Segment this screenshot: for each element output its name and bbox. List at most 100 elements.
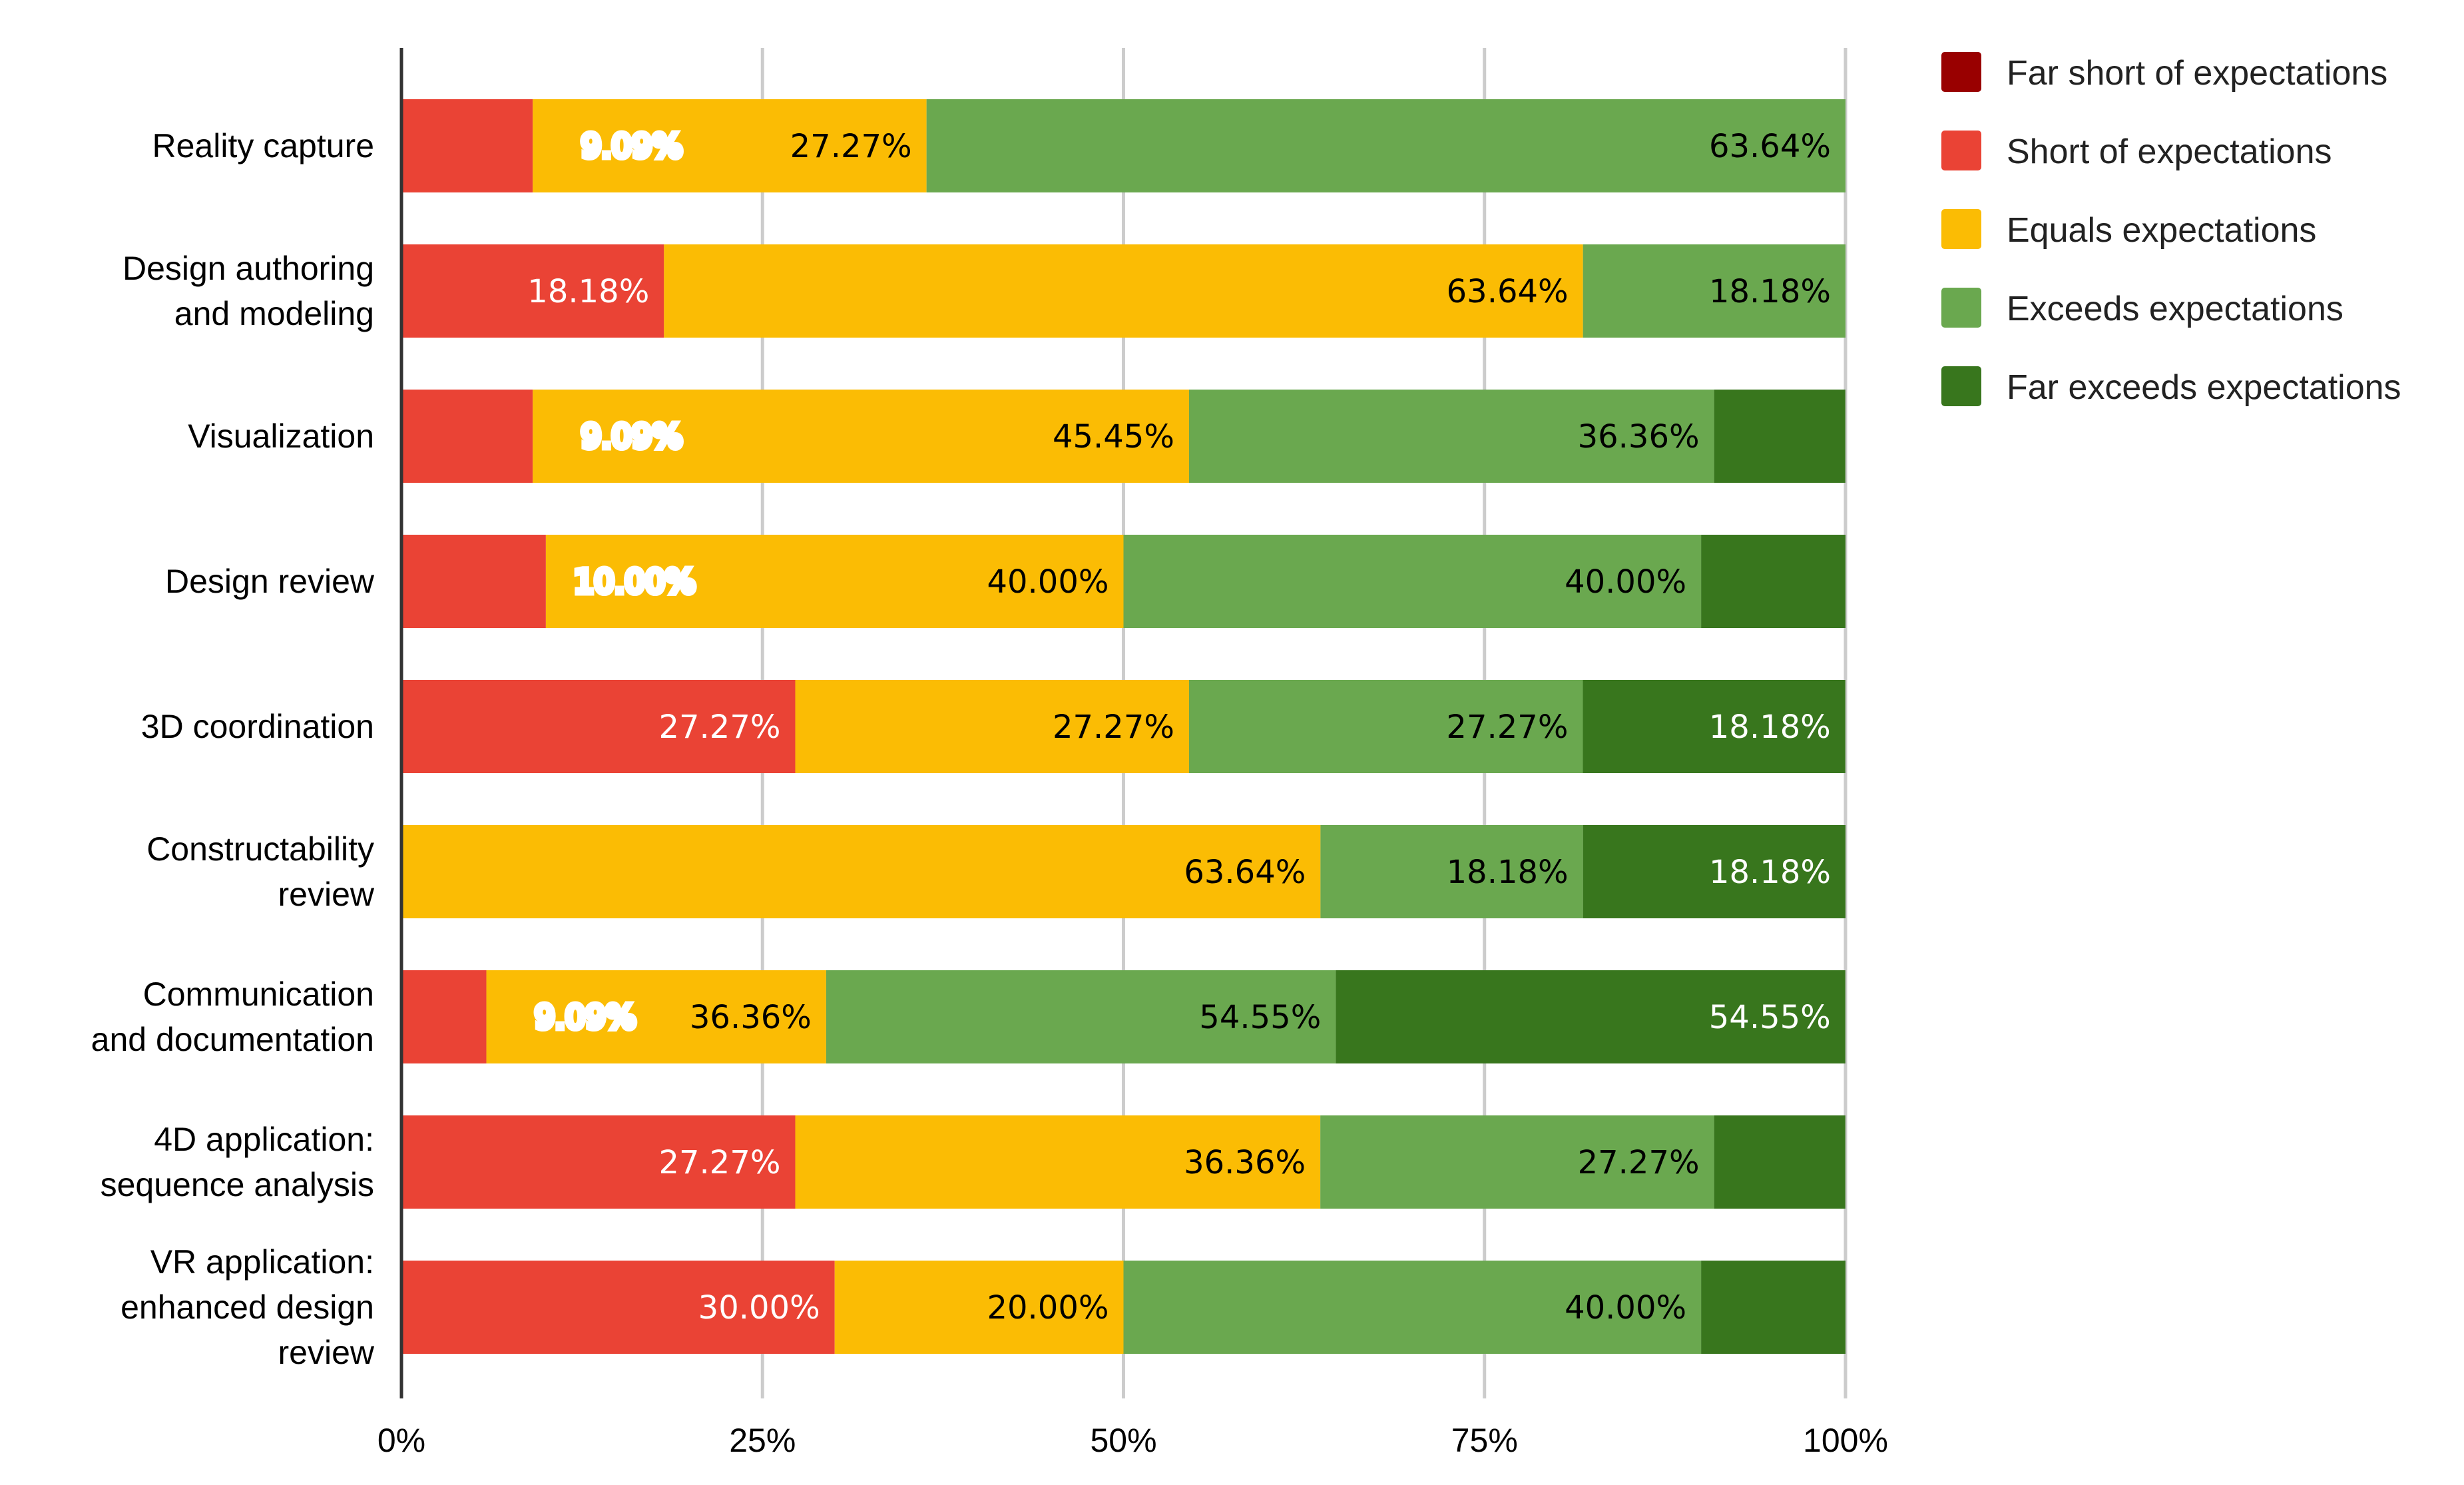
data-label-exceeds-expectations-9: 40.00% (1565, 1289, 1686, 1327)
bar-equals-expectations-3 (533, 390, 1189, 483)
legend-label-far-short-of-expectations: Far short of expectations (2007, 54, 2387, 93)
legend-swatch-far-exceeds-expectations (1941, 366, 1981, 406)
data-label-equals-expectations-7: 36.36% (690, 999, 812, 1036)
category-label-9: VR application: (150, 1243, 374, 1281)
bar-exceeds-expectations-2 (1583, 244, 1846, 338)
data-label-short-of-expectations-7: 9.09% (535, 999, 636, 1036)
bar-short-of-expectations-7 (401, 970, 487, 1063)
bar-equals-expectations-7 (486, 970, 826, 1063)
bar-equals-expectations-1 (533, 99, 927, 192)
category-label-7: and documentation (91, 1021, 374, 1058)
data-label-equals-expectations-8: 36.36% (1184, 1144, 1306, 1181)
bars (401, 99, 1846, 1354)
x-tick-label: 75% (1451, 1422, 1518, 1459)
category-label-6: Constructability (146, 830, 374, 868)
bar-far-exceeds-expectations-6 (1583, 825, 1846, 918)
data-label-exceeds-expectations-1: 63.64% (1709, 128, 1831, 165)
data-label-equals-expectations-1: 27.27% (790, 128, 912, 165)
category-label-6: review (278, 876, 375, 913)
category-label-8: 4D application: (154, 1121, 374, 1158)
bar-exceeds-expectations-8 (1320, 1115, 1714, 1209)
bar-far-exceeds-expectations-7 (1336, 970, 1846, 1063)
data-label-equals-expectations-2: 63.64% (1447, 273, 1569, 310)
x-axis-ticks: 0% 25% 50% 75% 100% (377, 1422, 1888, 1459)
bar-exceeds-expectations-1 (926, 99, 1846, 192)
data-label-equals-expectations-6: 63.64% (1184, 854, 1306, 891)
bar-equals-expectations-2 (664, 244, 1583, 338)
legend-swatch-equals-expectations (1941, 209, 1981, 249)
bar-equals-expectations-5 (795, 680, 1189, 773)
data-label-far-exceeds-expectations-9: 10.00% (1873, 1289, 1995, 1327)
category-label-9: enhanced design (121, 1289, 374, 1326)
category-label-3: Visualization (188, 418, 374, 455)
legend-label-far-exceeds-expectations: Far exceeds expectations (2007, 368, 2401, 407)
data-label-equals-expectations-4: 40.00% (987, 563, 1109, 601)
bar-short-of-expectations-5 (401, 680, 796, 773)
category-label-8: sequence analysis (101, 1166, 374, 1203)
legend-swatch-far-short-of-expectations (1941, 52, 1981, 92)
data-label-exceeds-expectations-4: 40.00% (1565, 563, 1686, 601)
category-label-2: and modeling (174, 295, 374, 332)
category-label-7: Communication (143, 976, 374, 1013)
bar-short-of-expectations-3 (401, 390, 533, 483)
bar-exceeds-expectations-9 (1123, 1261, 1702, 1354)
x-tick-label: 100% (1803, 1422, 1888, 1459)
data-label-short-of-expectations-1: 9.09% (581, 128, 682, 165)
bar-equals-expectations-8 (795, 1115, 1321, 1209)
bar-far-exceeds-expectations-8 (1714, 1115, 1846, 1209)
data-label-exceeds-expectations-5: 27.27% (1446, 709, 1568, 746)
data-label-far-exceeds-expectations-6: 18.18% (1709, 854, 1831, 891)
data-label-exceeds-expectations-8: 27.27% (1578, 1144, 1700, 1181)
data-label-far-exceeds-expectations-5: 18.18% (1709, 709, 1831, 746)
bar-exceeds-expectations-5 (1188, 680, 1583, 773)
data-label-exceeds-expectations-3: 36.36% (1578, 418, 1700, 455)
bar-far-exceeds-expectations-4 (1701, 535, 1846, 628)
bar-exceeds-expectations-4 (1123, 535, 1702, 628)
data-label-short-of-expectations-3: 9.09% (581, 418, 682, 455)
legend-swatch-exceeds-expectations (1941, 288, 1981, 328)
bar-short-of-expectations-2 (401, 244, 664, 338)
x-tick-label: 0% (377, 1422, 425, 1459)
data-label-far-exceeds-expectations-7: 54.55% (1709, 999, 1831, 1036)
category-labels: Reality capture Design authoring and model… (91, 127, 375, 1371)
data-label-far-exceeds-expectations-3: 9.09% (1893, 418, 1995, 455)
bar-short-of-expectations-8 (401, 1115, 796, 1209)
data-label-exceeds-expectations-2: 18.18% (1709, 273, 1831, 310)
legend-label-exceeds-expectations: Exceeds expectations (2007, 290, 2343, 328)
data-label-exceeds-expectations-6: 18.18% (1447, 854, 1569, 891)
data-label-equals-expectations-3: 45.45% (1053, 418, 1174, 455)
data-label-short-of-expectations-9: 30.00% (698, 1289, 820, 1327)
data-label-short-of-expectations-5: 27.27% (658, 709, 780, 746)
legend: Far short of expectations Short of expect… (1941, 52, 2401, 407)
legend-swatch-short-of-expectations (1941, 131, 1981, 170)
category-label-9: review (278, 1334, 375, 1371)
bar-short-of-expectations-1 (401, 99, 533, 192)
data-label-short-of-expectations-4: 10.00% (574, 563, 696, 601)
data-label-short-of-expectations-8: 27.27% (658, 1144, 780, 1181)
bar-short-of-expectations-9 (401, 1261, 835, 1354)
category-label-2: Design authoring (123, 250, 374, 287)
legend-label-short-of-expectations: Short of expectations (2007, 133, 2332, 171)
x-tick-label: 25% (729, 1422, 796, 1459)
bar-exceeds-expectations-3 (1188, 390, 1714, 483)
bar-exceeds-expectations-6 (1320, 825, 1583, 918)
bar-equals-expectations-4 (545, 535, 1124, 628)
data-label-far-exceeds-expectations-4: 10.00% (1873, 563, 1995, 601)
bar-far-exceeds-expectations-3 (1714, 390, 1846, 483)
bar-far-exceeds-expectations-9 (1701, 1261, 1846, 1354)
data-label-short-of-expectations-2: 18.18% (527, 273, 649, 310)
data-label-equals-expectations-5: 27.27% (1053, 709, 1174, 746)
data-label-exceeds-expectations-7: 54.55% (1199, 999, 1321, 1036)
data-label-equals-expectations-9: 20.00% (987, 1289, 1109, 1327)
bar-short-of-expectations-4 (401, 535, 546, 628)
category-label-5: 3D coordination (141, 708, 374, 745)
data-labels: 9.09% 27.27% 63.64% 18.18% 63.64% 18.18% 9.09%… (527, 125, 1998, 1330)
legend-label-equals-expectations: Equals expectations (2007, 211, 2316, 250)
bar-far-exceeds-expectations-5 (1583, 680, 1846, 773)
bar-equals-expectations-9 (834, 1261, 1124, 1354)
data-label-far-exceeds-expectations-8: 9.09% (1893, 1144, 1995, 1181)
category-label-4: Design review (165, 563, 375, 600)
x-tick-label: 50% (1090, 1422, 1156, 1459)
bar-exceeds-expectations-7 (826, 970, 1336, 1063)
